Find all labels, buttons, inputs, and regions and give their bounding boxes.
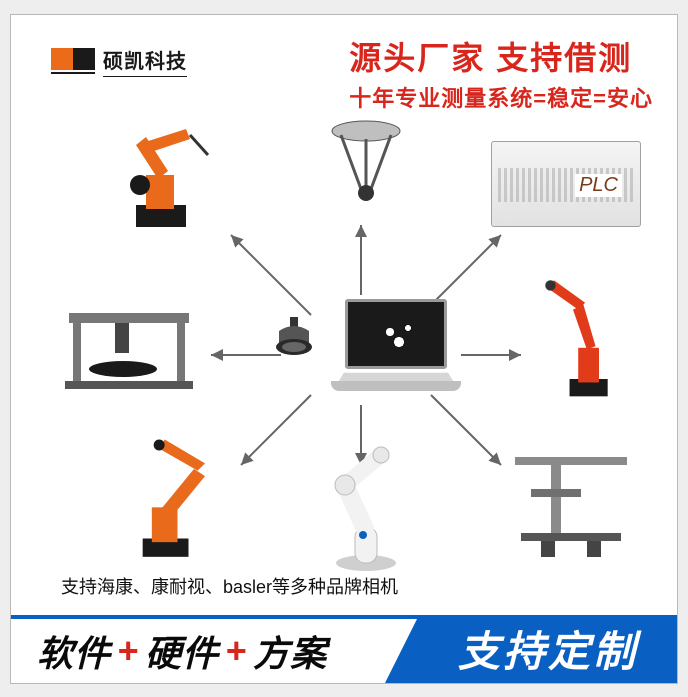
logo-mark-icon	[51, 48, 95, 74]
node-robot-welding	[106, 105, 216, 235]
tag-seg-3: 方案	[253, 625, 327, 677]
tag-seg-1: 软件	[37, 625, 111, 677]
plc-label: PLC	[575, 174, 622, 197]
tag-seg-2: 硬件	[145, 625, 219, 677]
node-robot-orange-2	[106, 435, 216, 565]
plus-icon: +	[225, 630, 247, 672]
bottom-right-badge: 支持定制	[419, 615, 677, 683]
plus-icon: +	[117, 630, 139, 672]
custom-support-label: 支持定制	[458, 618, 638, 679]
brand-logo: 硕凯科技	[51, 45, 187, 77]
headline-line-1: 源头厂家 支持借测	[349, 33, 653, 79]
camera-support-text: 支持海康、康耐视、basler等多种品牌相机	[61, 573, 398, 599]
system-diagram: PLC	[11, 95, 678, 565]
logo-text: 硕凯科技	[103, 45, 187, 77]
bottom-bar: 软件 + 硬件 + 方案 支持定制	[11, 615, 677, 683]
node-gantry	[59, 295, 199, 405]
center-node	[271, 290, 471, 400]
laptop-icon	[331, 295, 461, 395]
node-robot-red	[531, 275, 641, 405]
node-cobot	[311, 435, 421, 575]
plc-box-icon: PLC	[491, 141, 641, 227]
node-xyz-stage	[501, 445, 641, 565]
node-delta-robot	[311, 113, 421, 213]
inspection-light-icon	[271, 317, 317, 373]
node-plc: PLC	[491, 141, 641, 227]
bottom-left-tagline: 软件 + 硬件 + 方案	[11, 615, 419, 683]
product-card: 硕凯科技 源头厂家 支持借测 十年专业测量系统=稳定=安心	[10, 14, 678, 684]
